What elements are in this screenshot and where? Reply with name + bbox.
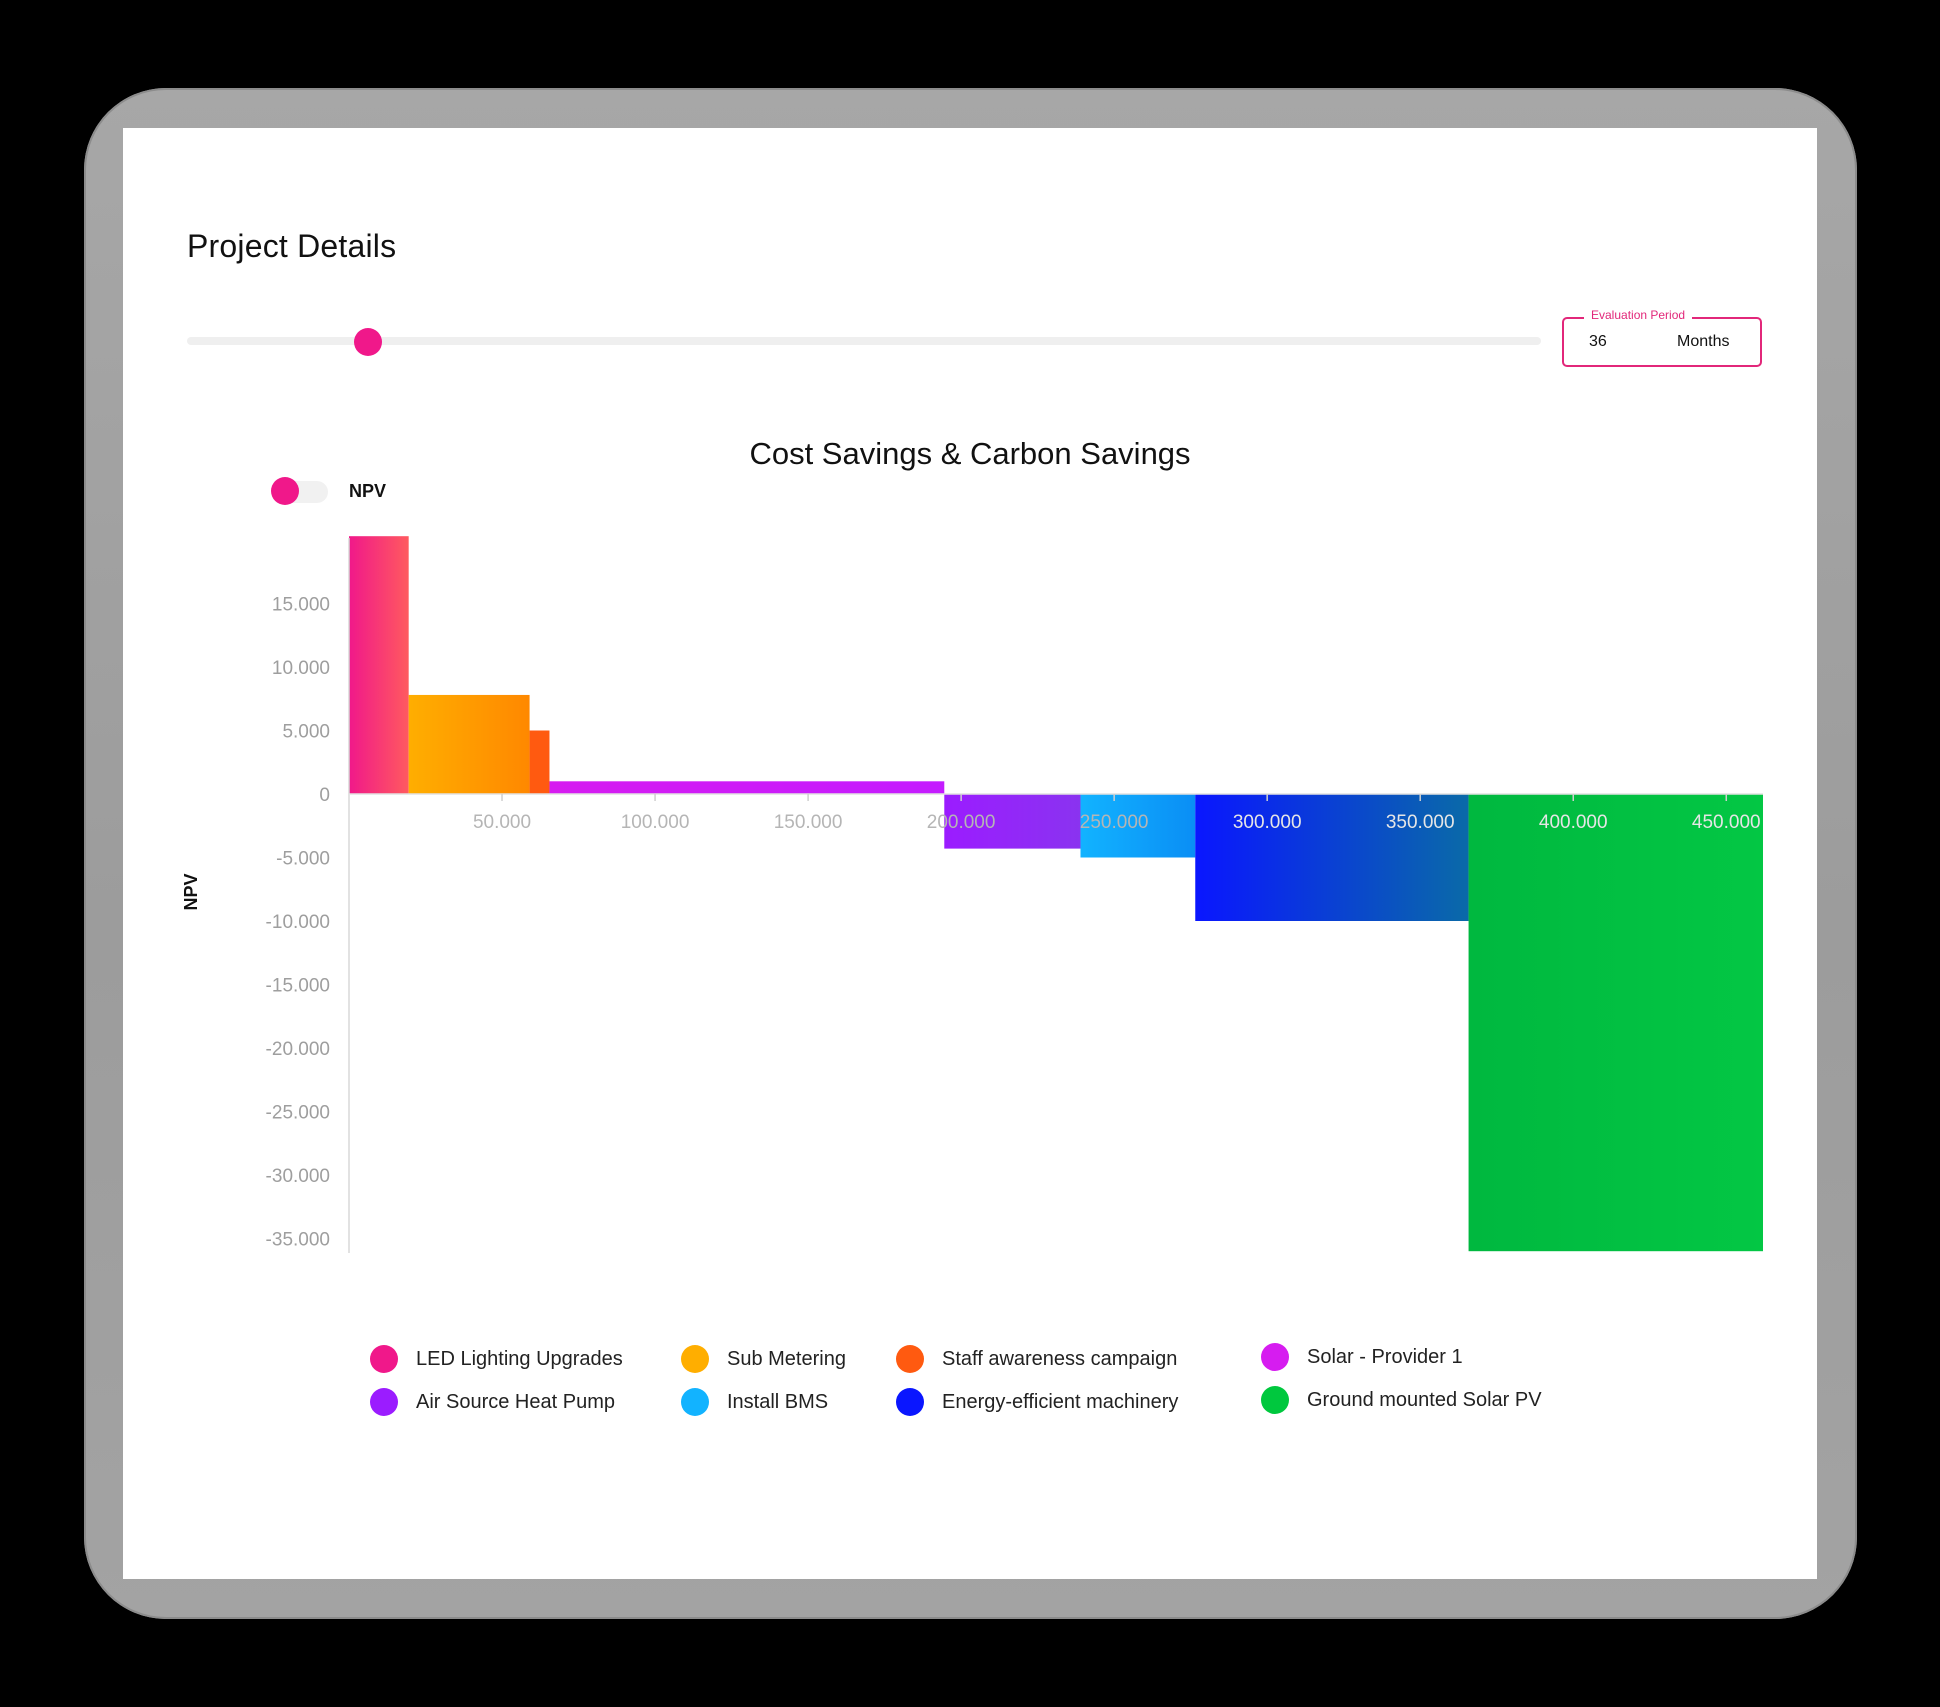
legend-label: Sub Metering bbox=[727, 1347, 846, 1370]
evaluation-period-label: Evaluation Period bbox=[1584, 308, 1693, 322]
legend-label: LED Lighting Upgrades bbox=[416, 1347, 623, 1370]
bar-solar-provider-1[interactable] bbox=[549, 781, 945, 794]
legend-item[interactable]: Solar - Provider 1 bbox=[1261, 1343, 1463, 1371]
npv-toggle-label: NPV bbox=[349, 481, 387, 501]
legend-label: Install BMS bbox=[727, 1390, 829, 1413]
y-axis-title: NPV bbox=[181, 873, 201, 910]
evaluation-period-value[interactable]: 36 bbox=[1589, 333, 1607, 350]
legend-swatch bbox=[896, 1388, 924, 1416]
legend-swatch bbox=[370, 1388, 398, 1416]
y-tick-label: -35.000 bbox=[266, 1230, 330, 1251]
legend-item[interactable]: Staff awareness campaign bbox=[896, 1345, 1177, 1373]
x-tick-label: 50.000 bbox=[473, 812, 531, 833]
bar-sub-metering[interactable] bbox=[408, 694, 530, 794]
bar-energy-efficient-machinery[interactable] bbox=[1195, 794, 1469, 921]
x-tick-label: 250.000 bbox=[1080, 812, 1149, 833]
x-tick-label: 350.000 bbox=[1386, 812, 1455, 833]
legend-item[interactable]: Install BMS bbox=[681, 1388, 828, 1416]
legend-item[interactable]: LED Lighting Upgrades bbox=[370, 1345, 623, 1373]
npv-toggle-thumb[interactable] bbox=[271, 477, 299, 505]
y-tick-label: -15.000 bbox=[266, 976, 330, 997]
legend-item[interactable]: Sub Metering bbox=[681, 1345, 846, 1373]
legend-label: Solar - Provider 1 bbox=[1307, 1345, 1463, 1368]
x-tick-label: 200.000 bbox=[927, 812, 996, 833]
y-tick-label: -10.000 bbox=[266, 912, 330, 933]
x-tick-label: 100.000 bbox=[621, 812, 690, 833]
y-tick-label: -5.000 bbox=[276, 849, 330, 870]
y-tick-label: -20.000 bbox=[266, 1039, 330, 1060]
evaluation-period-unit: Months bbox=[1677, 333, 1730, 350]
legend-swatch bbox=[681, 1345, 709, 1373]
bar-install-bms[interactable] bbox=[1080, 794, 1196, 858]
y-tick-label: 0 bbox=[319, 785, 330, 806]
legend-swatch bbox=[681, 1388, 709, 1416]
bar-ground-mounted-solar-pv[interactable] bbox=[1468, 794, 1763, 1252]
evaluation-period-slider-thumb[interactable] bbox=[354, 328, 382, 356]
legend-label: Ground mounted Solar PV bbox=[1307, 1388, 1542, 1411]
legend-item[interactable]: Ground mounted Solar PV bbox=[1261, 1386, 1542, 1414]
x-tick-label: 150.000 bbox=[774, 812, 843, 833]
x-tick-label: 300.000 bbox=[1233, 812, 1302, 833]
chart-legend: LED Lighting Upgrades Air Source Heat Pum… bbox=[370, 1343, 1670, 1445]
legend-item[interactable]: Energy-efficient machinery bbox=[896, 1388, 1178, 1416]
bar-staff-awareness-campaign[interactable] bbox=[529, 730, 550, 795]
bar-air-source-heat-pump[interactable] bbox=[944, 794, 1081, 849]
legend-item[interactable]: Air Source Heat Pump bbox=[370, 1388, 615, 1416]
legend-label: Air Source Heat Pump bbox=[416, 1390, 615, 1413]
y-tick-label: 5.000 bbox=[282, 722, 330, 743]
y-tick-label: 15.000 bbox=[272, 595, 330, 616]
x-tick-label: 400.000 bbox=[1539, 812, 1608, 833]
legend-label: Energy-efficient machinery bbox=[942, 1390, 1179, 1413]
legend-swatch bbox=[896, 1345, 924, 1373]
y-tick-label: -25.000 bbox=[266, 1103, 330, 1124]
page-title: Project Details bbox=[187, 228, 397, 264]
legend-swatch bbox=[1261, 1386, 1289, 1414]
evaluation-period-slider-track[interactable] bbox=[187, 337, 1541, 345]
bar-led-lighting-upgrades[interactable] bbox=[349, 536, 409, 794]
legend-label: Staff awareness campaign bbox=[942, 1347, 1178, 1370]
legend-swatch bbox=[370, 1345, 398, 1373]
y-tick-label: -30.000 bbox=[266, 1166, 330, 1187]
y-tick-label: 10.000 bbox=[272, 658, 330, 679]
chart-title: Cost Savings & Carbon Savings bbox=[749, 436, 1191, 471]
x-tick-label: 450.000 bbox=[1692, 812, 1761, 833]
legend-swatch bbox=[1261, 1343, 1289, 1371]
